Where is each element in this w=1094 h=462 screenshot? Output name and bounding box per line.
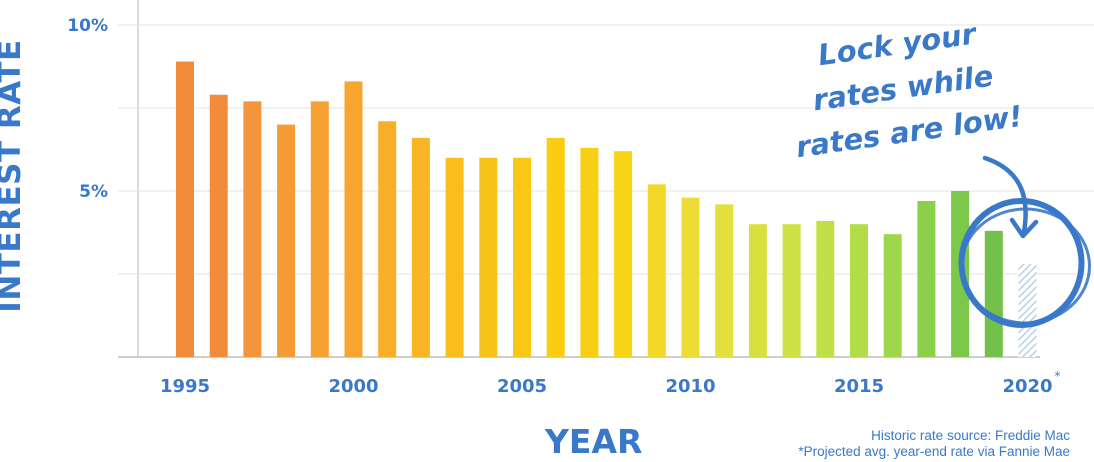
x-tick-label: 2005: [497, 376, 547, 397]
bar: [310, 101, 329, 357]
x-tick-labels: 1995 2000 2005 2010 2015 2020 *: [160, 369, 1061, 397]
bar: [816, 220, 835, 357]
bar: [715, 204, 734, 357]
bar: [883, 234, 902, 357]
bars: [176, 61, 1037, 358]
x-tick-label: 2010: [665, 376, 715, 397]
y-tick-label: 5%: [79, 182, 108, 202]
bar: [479, 157, 498, 357]
bar: [445, 157, 464, 357]
bar: [748, 224, 767, 357]
bar: [917, 200, 936, 357]
bar: [681, 197, 700, 357]
callout-arrow-shaft: [982, 155, 1028, 235]
bar: [344, 81, 363, 357]
source-line-2: *Projected avg. year-end rate via Fannie…: [798, 444, 1070, 459]
bar: [850, 224, 868, 357]
bar: [176, 61, 194, 358]
y-tick-labels: 10% 5%: [67, 16, 108, 202]
x-tick-label: 2020: [1002, 376, 1052, 397]
bar: [782, 224, 801, 357]
bar: [546, 137, 565, 357]
x-tick-label: 1995: [160, 376, 210, 397]
bar: [209, 94, 228, 357]
bar: [277, 124, 296, 357]
x-tick-marker: *: [1055, 369, 1061, 383]
bar: [614, 151, 633, 357]
bar: [513, 157, 531, 357]
y-axis-label: INTEREST RATE: [0, 39, 28, 313]
source-note: Historic rate source: Freddie Mac *Proje…: [798, 428, 1070, 460]
bar: [580, 147, 599, 357]
callout-circle-arrow: [958, 155, 1091, 328]
x-tick-label: 2000: [328, 376, 378, 397]
bar: [647, 184, 666, 357]
source-line-1: Historic rate source: Freddie Mac: [871, 428, 1070, 443]
y-tick-label: 10%: [67, 16, 108, 36]
bar: [984, 230, 1003, 357]
bar: [378, 121, 397, 357]
callout-arrow-head: [1009, 217, 1039, 239]
bar: [411, 137, 430, 357]
bar-projected: [1018, 264, 1037, 357]
x-tick-label: 2015: [834, 376, 884, 397]
x-axis-label: YEAR: [545, 422, 643, 461]
bar: [243, 101, 262, 357]
